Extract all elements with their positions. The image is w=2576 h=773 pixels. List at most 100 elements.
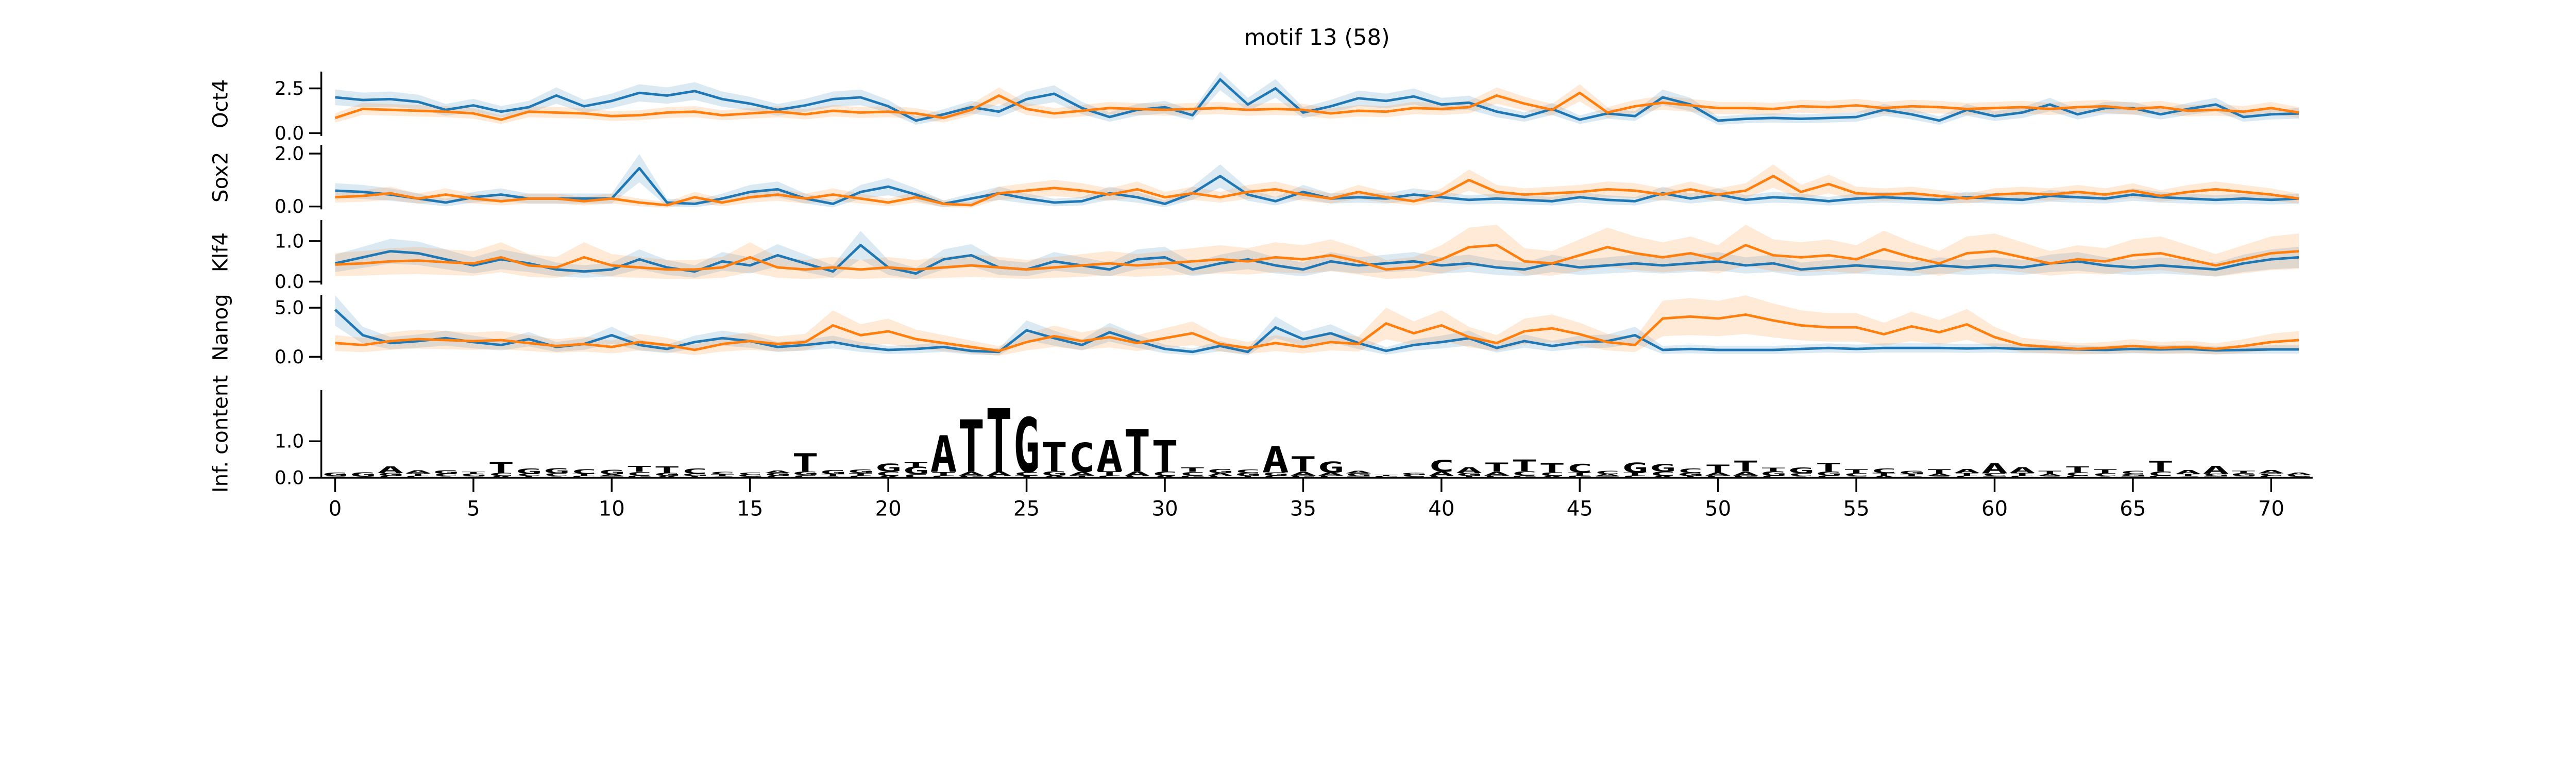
logo-letter-G-70: G [2258, 476, 2284, 479]
logo-letter-C-17: C [792, 475, 819, 479]
logo-letter-T-45: T [1566, 472, 1593, 477]
logo-letter-G-31: G [1179, 475, 1206, 479]
logo-letter-T-44: T [1539, 460, 1566, 476]
logo-letter-C-39: C [1400, 475, 1427, 478]
logo-letter-T-61: T [2009, 472, 2036, 477]
logo-letter-C-42: C [1483, 475, 1510, 479]
logo-letter-T-26: T [1041, 434, 1067, 481]
logo-letter-T-29: T [1124, 417, 1150, 485]
logo-letter-C-65: C [2120, 470, 2146, 475]
logo-letter-G-33: G [1234, 472, 1261, 477]
logo-letter-G-63: G [2064, 476, 2091, 479]
logo-letter-G-68: G [2202, 473, 2229, 477]
logo-letter-T-5: T [460, 472, 487, 475]
logo-letter-T-33: T [1234, 476, 1261, 479]
logo-letter-C-55: C [1843, 473, 1870, 477]
logo-letter-A-26: A [1041, 475, 1067, 479]
logo-letter-A-32: A [1207, 472, 1233, 477]
logo-letter-C-32: C [1207, 476, 1233, 479]
nanog-line-blue [334, 309, 2299, 354]
logo-letter-C-70: C [2258, 473, 2284, 477]
logo-letter-G-18: G [820, 469, 846, 475]
logo-letter-T-22: T [930, 471, 957, 477]
logo-letter-G-23: G [958, 475, 985, 479]
logo-letter-C-7: C [515, 473, 542, 477]
logo-letter-A-2: A [377, 465, 404, 476]
logo-letter-C-16: C [765, 476, 791, 479]
logo-letter-G-66: G [2147, 476, 2174, 479]
logo-letter-G-4: G [432, 469, 459, 475]
logo-letter-T-66: T [2147, 458, 2174, 475]
logo-letter-G-7: G [515, 467, 542, 476]
logo-letter-T-39: T [1400, 476, 1427, 478]
logo-letter-A-62: A [2037, 474, 2063, 477]
logo-letter-T-3: T [405, 473, 432, 477]
logo-letter-T-1: T [349, 476, 376, 478]
plot-svg: motif 13 (58) 0.02.5Oct40.02.0Sox20.01.0… [209, 24, 2313, 521]
y-axis-label: Nanog [209, 294, 233, 361]
y-tick-label: 2.0 [275, 143, 304, 165]
logo-letter-G-5: G [460, 473, 487, 477]
logo-letter-T-19: T [848, 473, 874, 477]
logo-letter-A-71: A [2285, 472, 2312, 476]
logo-letter-T-35: T [1290, 452, 1317, 477]
logo-letter-C-27: C [1069, 435, 1095, 482]
logo-letter-T-18: T [820, 474, 846, 477]
logo-letter-G-52: G [1760, 470, 1787, 478]
logo-letter-C-33: C [1234, 468, 1261, 474]
logo-letter-T-41: T [1456, 476, 1483, 479]
klf4-line-blue [334, 244, 2299, 275]
logo-letter-A-60: A [1981, 461, 2008, 477]
logo-letter-C-53: C [1788, 473, 1815, 477]
logo-letter-A-29: A [1124, 470, 1150, 477]
logo-letter-C-54: C [1816, 475, 1842, 479]
logo-letter-G-1: G [349, 471, 376, 478]
logo-letter-T-21: T [903, 461, 929, 468]
x-tick-label: 50 [1705, 497, 1731, 521]
logo-letter-A-64: A [2092, 476, 2119, 478]
logo-letter-T-6: T [488, 459, 515, 477]
logo-letter-C-14: C [709, 471, 736, 475]
logo-letter-C-67: C [2175, 476, 2201, 478]
logo-letter-G-21: G [903, 465, 929, 477]
x-tick-label: 10 [599, 497, 625, 521]
x-tick-label: 25 [1013, 497, 1040, 521]
logo-letter-T-71: T [2285, 476, 2312, 478]
logo-letter-A-38: A [1373, 477, 1400, 478]
y-axis-label: Oct4 [209, 79, 233, 128]
logo-letter-C-59: C [1954, 476, 1980, 479]
logo-letter-C-31: C [1179, 471, 1206, 477]
logo-letter-T-28: T [1096, 470, 1123, 477]
logo-letter-C-13: C [682, 467, 708, 476]
figure-title: motif 13 (58) [1244, 25, 1390, 51]
logo-letter-A-70: A [2258, 469, 2284, 475]
logo-letter-A-20: A [875, 476, 902, 479]
x-tick-label: 0 [329, 497, 342, 521]
logo-letter-G-20: G [875, 461, 902, 474]
logo-letter-C-43: C [1511, 470, 1538, 477]
logo-letter-A-24: A [986, 470, 1012, 477]
logo-letter-C-5: C [460, 476, 487, 478]
logo-letter-A-16: A [765, 470, 791, 474]
y-tick-label: 5.0 [275, 297, 304, 319]
logo-letter-C-11: C [626, 471, 653, 477]
y-tick-label: 0.0 [275, 271, 304, 293]
logo-letter-T-63: T [2064, 465, 2091, 474]
logo-letter-G-17: G [792, 470, 819, 476]
logo-letter-G-10: G [598, 468, 625, 476]
logo-letter-T-62: T [2037, 470, 2063, 475]
logo-letter-C-62: C [2037, 476, 2063, 478]
logo-letter-C-44: C [1539, 472, 1566, 477]
logo-letter-T-52: T [1760, 466, 1787, 472]
logo-letter-A-12: A [654, 476, 681, 479]
logo-letter-T-12: T [654, 465, 681, 476]
logo-letter-C-50: C [1705, 475, 1732, 479]
logo-letter-G-69: G [2230, 473, 2257, 477]
logo-letter-G-54: G [1816, 470, 1842, 477]
logo-letter-A-59: A [1954, 468, 1980, 474]
x-tick-label: 40 [1428, 497, 1454, 521]
logo-letter-T-46: T [1594, 476, 1621, 478]
logo-letter-A-40: A [1428, 470, 1455, 477]
logo-letter-G-39: G [1400, 473, 1427, 476]
logo-letter-C-25: C [1013, 471, 1040, 477]
